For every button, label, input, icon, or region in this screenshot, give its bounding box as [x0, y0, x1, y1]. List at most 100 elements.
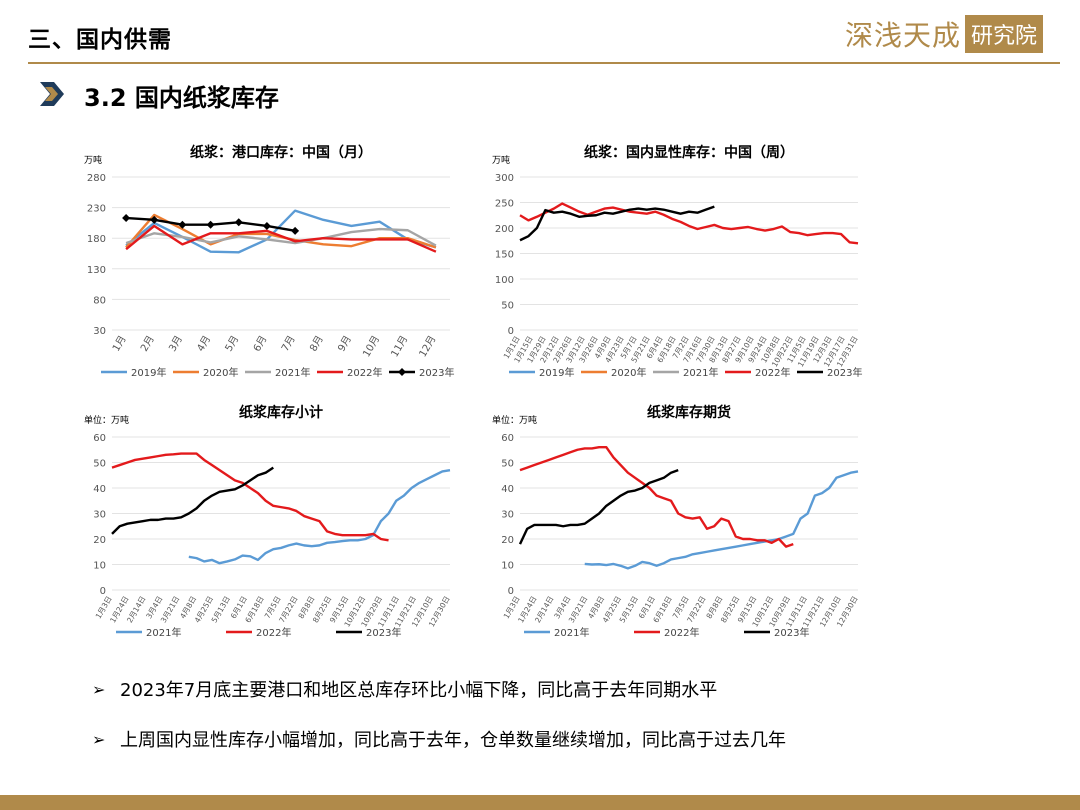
data-point	[122, 214, 131, 223]
y-tick-label: 0	[100, 586, 106, 597]
x-tick-label: 6月	[251, 334, 270, 354]
x-tick-label: 1月	[110, 334, 129, 354]
series-line	[125, 227, 437, 247]
y-tick-label: 10	[93, 561, 106, 572]
legend-label: 2022年	[347, 366, 382, 379]
brand-logo: 深浅天成 研究院	[845, 14, 1057, 54]
legend-label: 2022年	[755, 366, 790, 379]
y-tick-label: 60	[501, 433, 514, 444]
legend-label: 2021年	[554, 626, 589, 639]
legend-label: 2020年	[203, 366, 238, 379]
y-tick-label: 250	[495, 199, 514, 210]
chart-title: 纸浆库存小计	[239, 404, 323, 421]
x-tick-label: 3月	[166, 334, 185, 354]
data-point	[291, 226, 300, 235]
y-unit-label: 万吨	[84, 154, 102, 166]
y-tick-label: 100	[495, 275, 514, 286]
y-unit-label: 单位：万吨	[84, 414, 129, 426]
chart-title: 纸浆：国内显性库存：中国（周）	[584, 144, 794, 161]
legend-label: 2023年	[827, 366, 862, 379]
legend-label: 2020年	[611, 366, 646, 379]
legend-label: 2019年	[539, 366, 574, 379]
chart-title: 纸浆：港口库存：中国（月）	[190, 144, 372, 161]
data-point	[262, 221, 271, 230]
x-tick-label: 2月	[138, 334, 157, 354]
y-tick-label: 40	[93, 484, 106, 495]
y-tick-label: 200	[495, 224, 514, 235]
y-tick-label: 180	[87, 234, 106, 245]
data-point	[206, 220, 215, 229]
data-point	[178, 220, 187, 229]
y-tick-label: 50	[501, 301, 514, 312]
legend-label: 2023年	[419, 366, 454, 379]
y-tick-label: 20	[93, 535, 106, 546]
chart-title: 纸浆库存期货	[647, 404, 731, 421]
legend-label: 2022年	[664, 626, 699, 639]
bullet-item: ➢ 上周国内显性库存小幅增加，同比高于去年，仓单数量继续增加，同比高于过去几年	[92, 726, 786, 752]
footer-bar	[0, 795, 1080, 810]
series-line	[125, 224, 437, 253]
y-tick-label: 0	[508, 586, 514, 597]
legend-label: 2021年	[683, 366, 718, 379]
chart-inventory-futures: 纸浆库存期货单位：万吨01020304050601月3日1月24日2月14日3月…	[492, 404, 860, 639]
logo-text: 深浅天成	[845, 19, 962, 52]
y-tick-label: 150	[495, 250, 514, 261]
data-point	[234, 218, 243, 227]
legend-label: 2021年	[146, 626, 181, 639]
page-header-title: 三、国内供需	[28, 27, 172, 53]
series-line	[125, 209, 437, 254]
arrow-bullet-icon: ➢	[92, 679, 106, 699]
series-line	[188, 468, 451, 565]
series-line	[111, 466, 274, 535]
x-tick-label: 4月	[195, 334, 214, 354]
y-tick-label: 60	[93, 433, 106, 444]
logo-seal: 研究院	[965, 15, 1044, 53]
legend-label: 2023年	[366, 626, 401, 639]
chart-visible-inventory-weekly: 纸浆：国内显性库存：中国（周）万吨0501001502002503001月1日1…	[492, 144, 862, 379]
x-tick-label: 9月	[335, 334, 354, 354]
y-tick-label: 300	[495, 173, 514, 184]
series-line	[519, 446, 794, 548]
y-tick-label: 0	[508, 326, 514, 337]
y-tick-label: 30	[501, 510, 514, 521]
y-tick-label: 10	[501, 561, 514, 572]
legend-label: 2022年	[256, 626, 291, 639]
y-unit-label: 万吨	[492, 154, 510, 166]
chart-port-inventory-monthly: 纸浆：港口库存：中国（月） 万吨 30 80 130 180 230 280 1月 2月 3月 4月 5…	[84, 144, 454, 379]
y-tick-label: 20	[501, 535, 514, 546]
y-tick-label: 40	[501, 484, 514, 495]
x-tick-label: 7月	[279, 334, 298, 354]
x-tick-label: 8月	[307, 334, 326, 354]
arrow-bullet-icon: ➢	[92, 729, 106, 749]
y-unit-label: 单位：万吨	[492, 414, 537, 426]
y-tick-label: 230	[87, 204, 106, 215]
bullet-item: ➢ 2023年7月底主要港口和地区总库存环比小幅下降，同比高于去年同期水平	[92, 676, 717, 702]
bullet-text: 2023年7月底主要港口和地区总库存环比小幅下降，同比高于去年同期水平	[120, 680, 718, 701]
x-tick-label: 12月	[417, 334, 439, 360]
header-divider	[28, 62, 1060, 64]
data-point	[150, 215, 159, 224]
bullet-text: 上周国内显性库存小幅增加，同比高于去年，仓单数量继续增加，同比高于过去几年	[120, 730, 786, 751]
x-tick-label: 10月	[360, 334, 382, 360]
y-tick-label: 80	[93, 295, 106, 306]
section-title: 3.2 国内纸浆库存	[84, 84, 279, 112]
y-tick-label: 30	[93, 326, 106, 337]
series-line	[518, 469, 679, 545]
legend-label: 2021年	[275, 366, 310, 379]
legend-label: 2023年	[774, 626, 809, 639]
series-line	[111, 452, 389, 542]
chart-inventory-subtotal: 纸浆库存小计单位：万吨01020304050601月3日1月24日2月14日3月…	[84, 404, 452, 639]
y-tick-label: 130	[87, 265, 106, 276]
y-tick-label: 30	[93, 510, 106, 521]
chevron-right-icon	[40, 82, 64, 106]
legend-label: 2019年	[131, 366, 166, 379]
y-tick-label: 50	[501, 459, 514, 470]
series-line	[584, 470, 859, 570]
series-line	[519, 205, 715, 242]
x-tick-label: 5月	[223, 334, 242, 354]
x-tick-label: 11月	[389, 334, 411, 360]
legend-marker	[398, 368, 406, 376]
series-line	[519, 202, 859, 245]
y-tick-label: 280	[87, 173, 106, 184]
y-tick-label: 50	[93, 459, 106, 470]
